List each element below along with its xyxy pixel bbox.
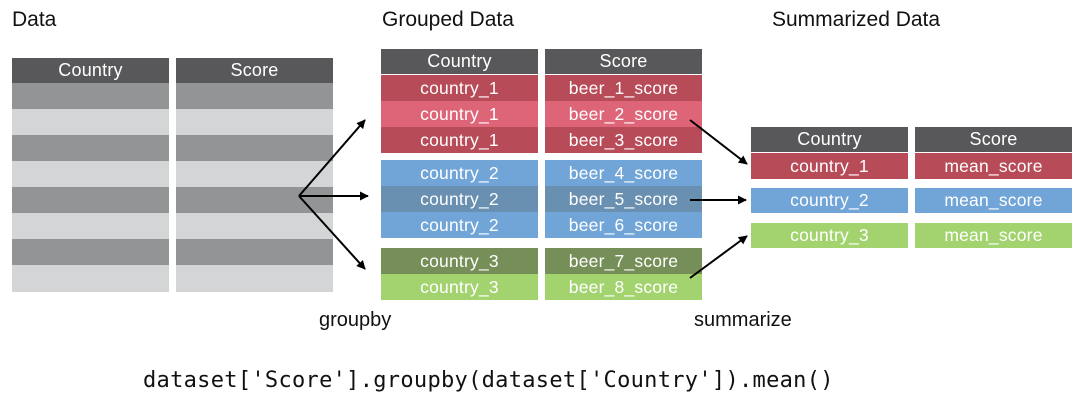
summarize-arrow-group-1 <box>689 119 748 165</box>
summary-score-cell: mean_score <box>915 153 1072 179</box>
summary-country-cell: country_3 <box>751 223 908 248</box>
grouped-score-cell: beer_4_score <box>545 160 702 186</box>
raw-country-cell <box>12 83 169 109</box>
raw-score-cell <box>176 187 333 213</box>
raw-country-cell <box>12 239 169 265</box>
grouped-country-cell: country_1 <box>381 75 538 101</box>
raw-country-header: Country <box>12 58 169 83</box>
raw-country-cell <box>12 109 169 135</box>
grouped-country-cell: country_1 <box>381 101 538 127</box>
raw-score-cell <box>176 135 333 161</box>
grouped-country-cell: country_2 <box>381 212 538 238</box>
grouped-country-cell: country_2 <box>381 186 538 212</box>
summary-score-cell: mean_score <box>915 188 1072 213</box>
raw-score-cell <box>176 265 333 292</box>
grouped-score-cell: beer_5_score <box>545 186 702 212</box>
code-snippet: dataset['Score'].groupby(dataset['Countr… <box>143 368 834 393</box>
summary-score-cell: mean_score <box>915 223 1072 248</box>
raw-country-cell <box>12 265 169 292</box>
raw-country-cell <box>12 161 169 187</box>
grouped-score-cell: beer_1_score <box>545 75 702 101</box>
groupby-label: groupby <box>319 309 392 331</box>
raw-score-cell <box>176 239 333 265</box>
groupby-arrow-group-1 <box>298 119 366 197</box>
summary-score-header: Score <box>915 127 1072 152</box>
raw-country-cell <box>12 135 169 161</box>
grouped-score-header: Score <box>545 49 702 74</box>
grouped-data-title: Grouped Data <box>382 8 514 31</box>
grouped-country-cell: country_3 <box>381 274 538 300</box>
grouped-score-cell: beer_6_score <box>545 212 702 238</box>
summary-country-cell: country_2 <box>751 188 908 213</box>
raw-score-cell <box>176 213 333 239</box>
grouped-country-cell: country_3 <box>381 248 538 274</box>
summary-country-header: Country <box>751 127 908 152</box>
raw-score-header: Score <box>176 58 333 83</box>
groupby-arrow-group-3 <box>298 195 366 270</box>
data-title: Data <box>12 8 57 31</box>
grouped-score-cell: beer_3_score <box>545 127 702 153</box>
raw-country-cell <box>12 187 169 213</box>
groupby-arrows <box>298 119 369 270</box>
grouped-country-cell: country_1 <box>381 127 538 153</box>
raw-score-cell <box>176 161 333 187</box>
summary-country-cell: country_1 <box>751 153 908 179</box>
grouped-score-cell: beer_7_score <box>545 248 702 274</box>
raw-score-cell <box>176 109 333 135</box>
summarize-arrows <box>689 119 748 279</box>
grouped-country-cell: country_2 <box>381 160 538 186</box>
summarize-arrow-group-3 <box>689 235 748 279</box>
grouped-score-cell: beer_8_score <box>545 274 702 300</box>
raw-country-cell <box>12 213 169 239</box>
summarized-data-title: Summarized Data <box>772 8 941 31</box>
raw-score-cell <box>176 83 333 109</box>
grouped-country-header: Country <box>381 49 538 74</box>
summarize-label: summarize <box>694 309 792 331</box>
grouped-score-cell: beer_2_score <box>545 101 702 127</box>
